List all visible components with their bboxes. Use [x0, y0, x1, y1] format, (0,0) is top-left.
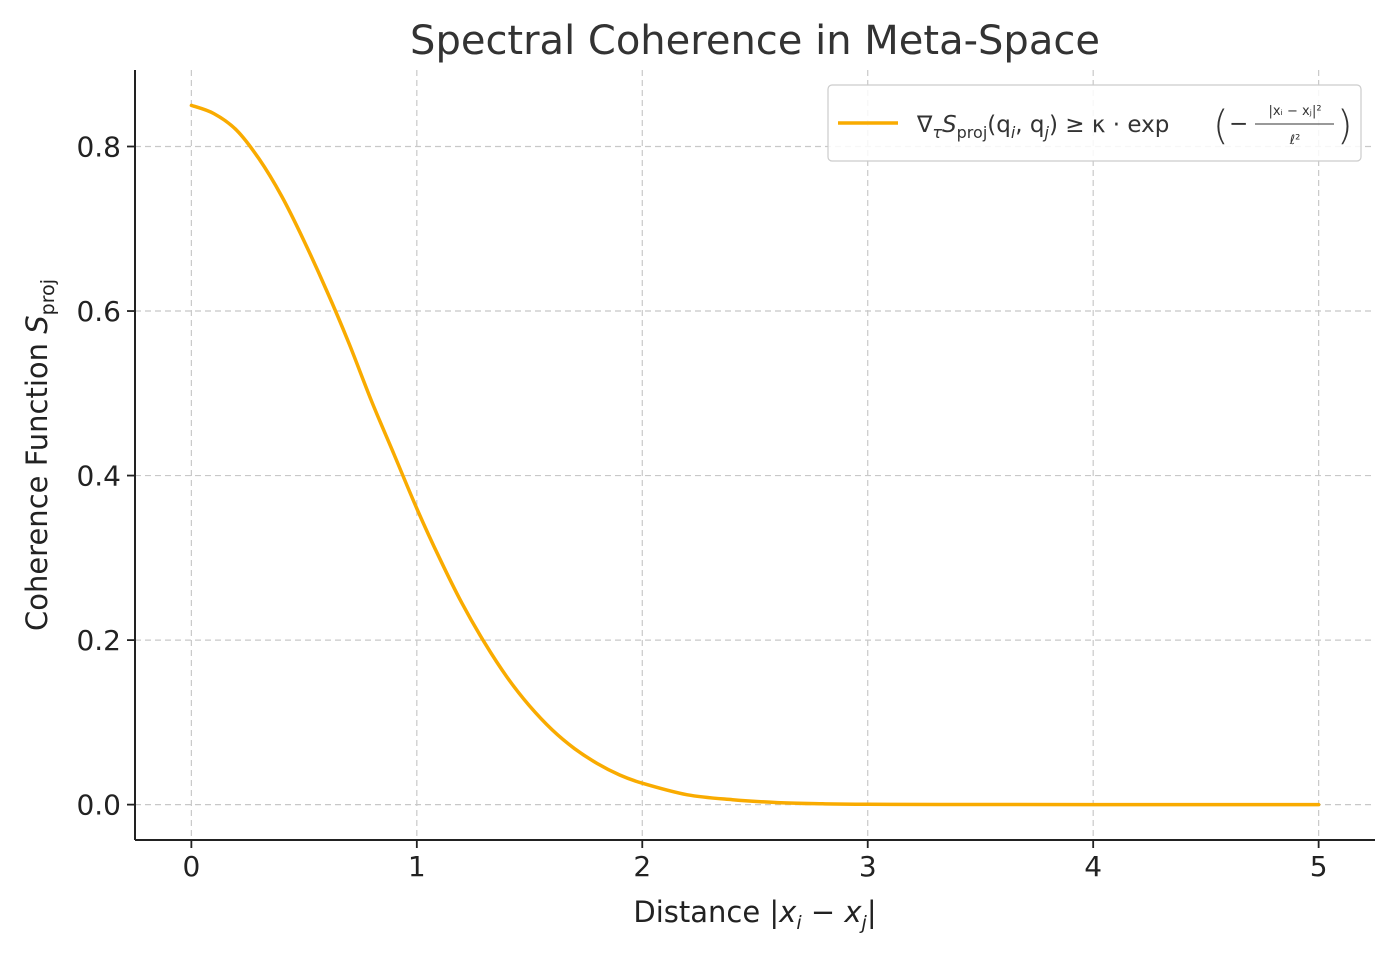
grid-layer [135, 70, 1375, 840]
x-tick-label: 2 [633, 850, 651, 883]
x-tick-label: 3 [859, 850, 877, 883]
x-tick-label: 0 [182, 850, 200, 883]
series-layer [189, 103, 1321, 807]
legend-minus: − [1229, 111, 1248, 137]
legend-label: ∇τSproj(qi, qj) ≥ κ · exp [916, 112, 1169, 142]
legend-fraction-denominator: ℓ² [1289, 133, 1301, 148]
y-tick-label: 0.8 [76, 131, 121, 164]
legend-frame [827, 84, 1362, 162]
x-axis-title: Distance |xi − xj| [633, 895, 876, 934]
y-tick-label: 0.6 [76, 295, 121, 328]
y-tick-label: 0.0 [76, 789, 121, 822]
y-ticks: 0.0 0.2 0.4 0.6 0.8 [76, 131, 135, 822]
chart-title: Spectral Coherence in Meta-Space [410, 18, 1100, 64]
x-tick-label: 4 [1084, 850, 1102, 883]
y-axis-title: Coherence Function Sproj [20, 279, 59, 631]
y-tick-label: 0.2 [76, 624, 121, 657]
series-line [189, 103, 1321, 807]
legend-left-paren: ( [1213, 103, 1229, 149]
x-tick-label: 5 [1310, 850, 1328, 883]
x-tick-label: 1 [408, 850, 426, 883]
axes-layer [134, 70, 1375, 841]
legend: ∇τSproj(qi, qj) ≥ κ · exp ( − |xᵢ − xⱼ|²… [827, 84, 1362, 162]
legend-right-paren: ) [1337, 103, 1353, 149]
x-ticks: 0 1 2 3 4 5 [182, 840, 1328, 883]
legend-fraction-numerator: |xᵢ − xⱼ|² [1268, 104, 1321, 119]
y-tick-label: 0.4 [76, 460, 121, 493]
